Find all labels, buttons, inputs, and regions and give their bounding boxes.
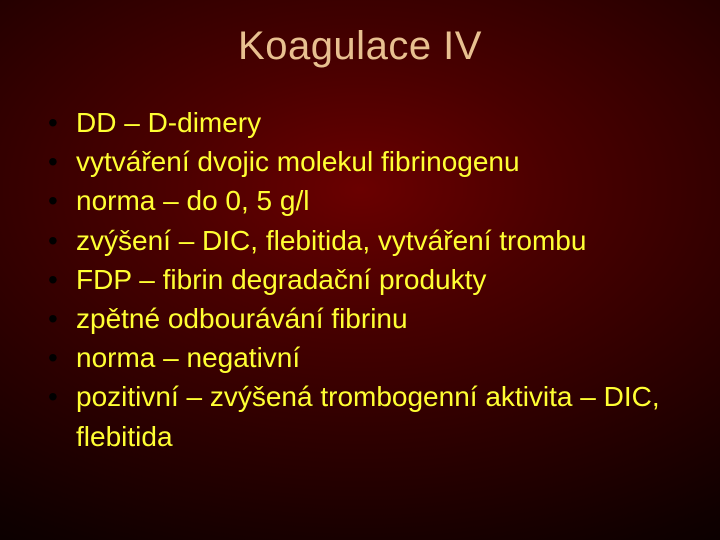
list-item: FDP – fibrin degradační produkty — [44, 260, 680, 299]
list-item: vytváření dvojic molekul fibrinogenu — [44, 142, 680, 181]
list-item: norma – negativní — [44, 338, 680, 377]
bullet-list: DD – D-dimery vytváření dvojic molekul f… — [40, 103, 680, 456]
list-item: DD – D-dimery — [44, 103, 680, 142]
list-item: norma – do 0, 5 g/l — [44, 181, 680, 220]
list-item: zpětné odbourávání fibrinu — [44, 299, 680, 338]
list-item: pozitivní – zvýšená trombogenní aktivita… — [44, 377, 680, 455]
slide-title: Koagulace IV — [40, 24, 680, 69]
list-item: zvýšení – DIC, flebitida, vytváření trom… — [44, 221, 680, 260]
slide: Koagulace IV DD – D-dimery vytváření dvo… — [0, 0, 720, 540]
